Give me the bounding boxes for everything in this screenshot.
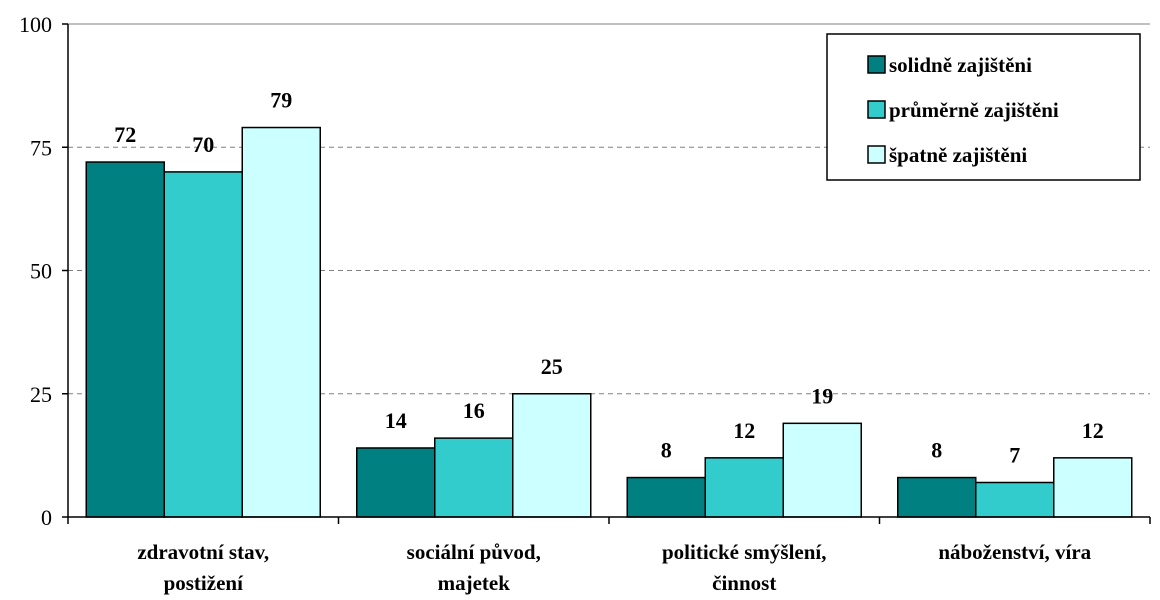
data-label: 70 [192,132,214,157]
bar [163,171,243,518]
legend-label: průměrně zajištěni [889,98,1059,122]
bar [1053,457,1133,518]
bar [512,393,592,518]
bar [782,422,862,518]
data-label: 72 [114,122,136,147]
data-label: 7 [1009,442,1020,467]
legend-label: špatně zajištěni [889,143,1027,167]
legend-swatch [867,55,886,74]
y-tick-label: 50 [30,259,52,284]
data-label: 12 [733,418,755,443]
data-label: 79 [270,88,292,113]
legend-label: solidně zajištěni [889,53,1032,77]
x-tick-label: politické smýšlení, činnost [662,540,827,595]
data-label: 8 [661,438,672,463]
bar [897,476,977,518]
bar [241,126,321,518]
data-labels: 72 70 79 14 16 25 8 12 19 8 7 12 [114,88,1104,468]
y-tick-label: 75 [30,135,52,160]
x-tick-label: zdravotní stav, postižení [137,540,269,595]
data-label: 8 [931,438,942,463]
data-label: 25 [541,354,563,379]
bars [85,126,1133,518]
legend-swatch [867,100,886,119]
legend: solidně zajištěni průměrně zajištěni špatn… [826,33,1141,181]
bar [85,161,165,518]
bar [704,457,784,518]
bar [975,481,1055,518]
y-tick-label: 25 [30,382,52,407]
data-label: 14 [385,408,407,433]
bar [626,476,706,518]
axes: 0 25 50 75 100 zdravotní stav, postižení sociál… [19,12,1151,595]
y-tick-label: 0 [41,505,52,530]
bar [434,437,514,518]
bar [356,447,436,518]
y-tick-label: 100 [19,12,52,37]
x-tick-label: náboženství, víra [938,540,1091,564]
x-tick-label: sociální původ, majetek [407,540,541,595]
data-label: 19 [811,383,833,408]
data-label: 12 [1082,418,1104,443]
data-label: 16 [463,398,485,423]
legend-swatch [867,145,886,164]
